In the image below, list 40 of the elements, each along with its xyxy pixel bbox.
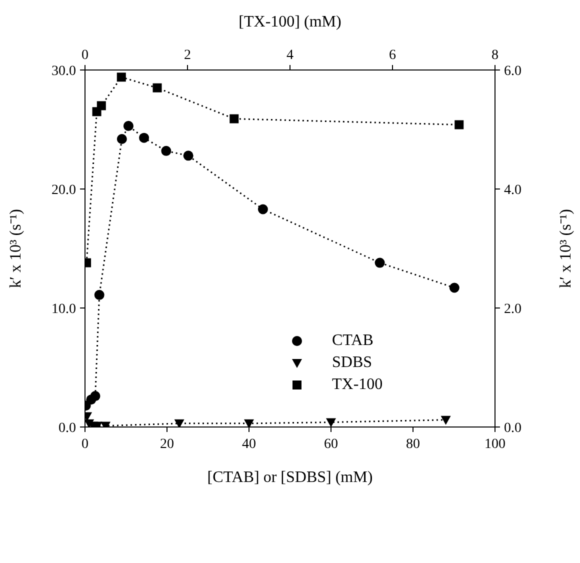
y-axis-title: k′ x 10³ (s⁻¹) xyxy=(8,209,25,288)
y2-tick-label: 2.0 xyxy=(504,302,522,317)
x2-tick-label: 6 xyxy=(389,48,396,63)
point xyxy=(139,132,150,143)
x2-tick-label: 8 xyxy=(492,48,498,63)
x2-axis-title: [TX-100] (mM) xyxy=(238,13,342,30)
point xyxy=(183,150,194,161)
legend-label: TX-100 xyxy=(332,376,383,394)
point xyxy=(161,146,172,156)
point xyxy=(440,416,451,425)
y-tick-label: 30.0 xyxy=(52,64,76,79)
y2-tick-label: 6.0 xyxy=(504,64,522,79)
y2-axis-title: k′ x 10³ (s⁻¹) xyxy=(558,209,575,288)
x-tick-label: 40 xyxy=(242,436,256,452)
point xyxy=(449,282,460,293)
point xyxy=(326,418,336,427)
y-tick-label: 0.0 xyxy=(58,420,76,436)
point xyxy=(258,204,268,214)
point xyxy=(123,120,134,131)
x-tick-label: 60 xyxy=(324,436,338,452)
x-tick-label: 80 xyxy=(406,436,420,452)
y2-tick-label: 4.0 xyxy=(504,182,522,198)
x2-tick-label: 0 xyxy=(82,48,88,63)
point xyxy=(174,419,184,427)
x-tick-label: 20 xyxy=(160,436,174,452)
x2-tick-label: 4 xyxy=(286,48,294,63)
y-tick-label: 10.0 xyxy=(52,302,76,317)
x-tick-label: 0 xyxy=(82,436,88,452)
y-tick-label: 20.0 xyxy=(52,182,76,198)
point xyxy=(116,134,127,144)
point xyxy=(244,419,254,427)
point xyxy=(90,391,100,402)
x-tick-label: 100 xyxy=(484,436,506,452)
y2-tick-label: 0.0 xyxy=(504,420,522,436)
legend-label: SDBS xyxy=(332,354,372,372)
point xyxy=(94,290,104,300)
x2-tick-label: 2 xyxy=(184,48,191,63)
x-axis-title: [CTAB] or [SDBS] (mM) xyxy=(207,469,373,486)
point xyxy=(374,258,385,268)
legend-label: CTAB xyxy=(332,332,374,350)
